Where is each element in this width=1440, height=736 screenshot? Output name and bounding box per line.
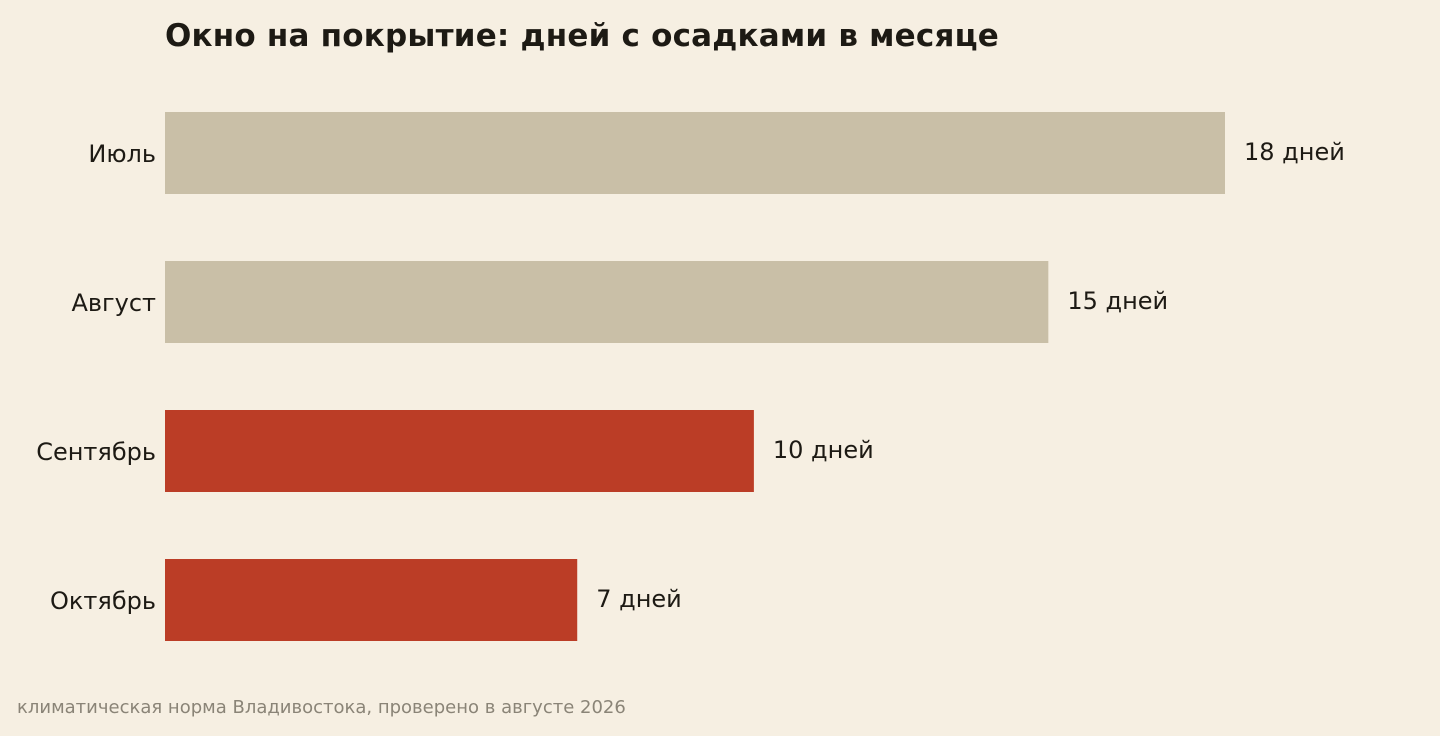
category-label: Сентябрь [36,438,156,466]
bar-0 [165,112,1225,194]
source-footnote: климатическая норма Владивостока, провер… [17,697,626,718]
bar-3 [165,559,578,641]
bar-2 [165,410,754,492]
bar-1 [165,261,1049,343]
value-label: 10 дней [773,436,874,464]
value-label: 15 дней [1067,287,1168,315]
value-label: 7 дней [596,585,682,613]
chart-title: Окно на покрытие: дней с осадками в меся… [165,18,999,54]
category-label: Июль [88,140,156,168]
category-label: Август [71,289,156,317]
category-label: Октябрь [50,587,156,615]
value-label: 18 дней [1244,138,1345,166]
